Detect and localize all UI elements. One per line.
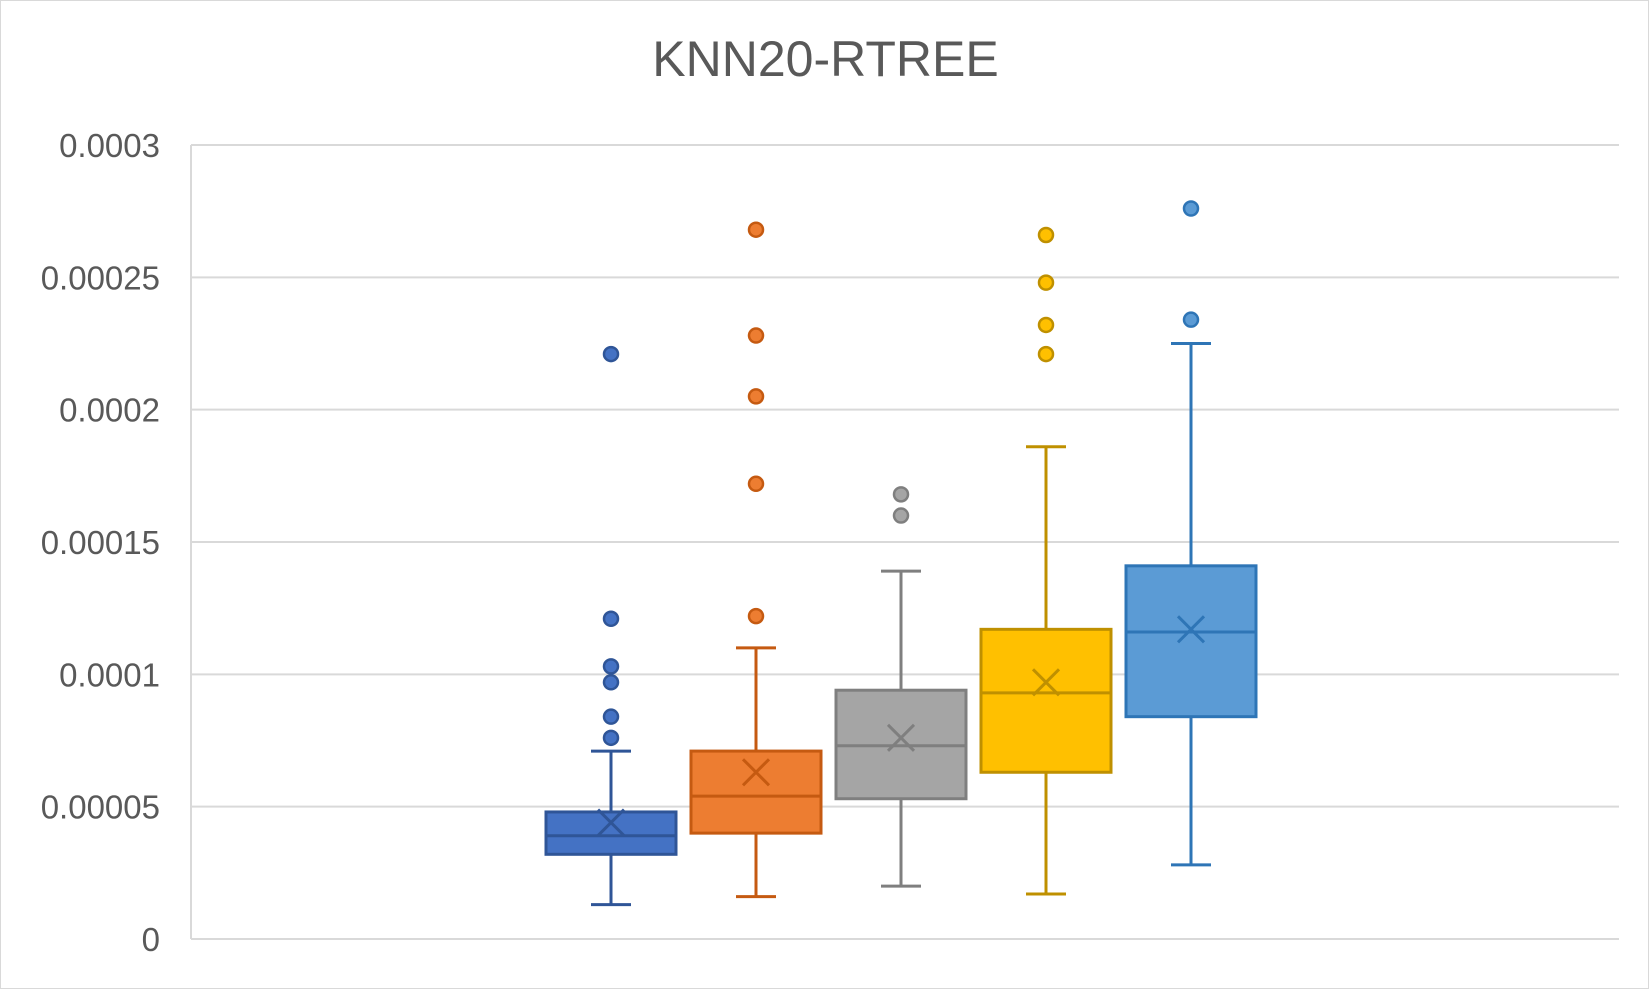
y-tick-label: 0.00005 <box>41 789 160 826</box>
mean-marker <box>1031 668 1061 697</box>
outlier-point <box>1182 200 1200 217</box>
outlier-point <box>892 507 910 524</box>
y-tick-label: 0.00025 <box>41 259 160 296</box>
outlier-point <box>747 327 765 344</box>
mean-marker <box>596 808 626 837</box>
outlier-point <box>892 486 910 503</box>
outlier-point <box>602 674 620 691</box>
outlier-point <box>747 388 765 405</box>
box-series-4 <box>979 226 1113 896</box>
outlier-point <box>1037 274 1055 291</box>
outlier-point <box>747 607 765 625</box>
mean-marker <box>886 723 916 752</box>
box-series-2 <box>689 221 823 899</box>
outlier-point <box>602 708 620 725</box>
y-tick-label: 0.00015 <box>41 524 160 561</box>
iqr-box <box>544 810 678 856</box>
y-tick-label: 0.0001 <box>59 656 160 693</box>
outlier-point <box>602 729 620 747</box>
chart-title: KNN20-RTREE <box>652 31 999 87</box>
outlier-point <box>747 221 765 238</box>
y-tick-label: 0.0002 <box>59 392 160 429</box>
mean-marker <box>1176 615 1206 644</box>
iqr-box <box>1124 564 1258 719</box>
outlier-point <box>602 610 620 628</box>
box-series-3 <box>834 486 968 888</box>
outlier-point <box>1037 226 1055 244</box>
y-axis-tick-labels: 0 0.00005 0.0001 0.00015 0.0002 0.00025 0.0003 <box>41 127 160 958</box>
outlier-point <box>1037 345 1055 363</box>
y-tick-label: 0.0003 <box>59 127 160 164</box>
outlier-point <box>747 475 765 493</box>
box-series <box>544 200 1258 907</box>
mean-marker <box>741 758 771 787</box>
iqr-box <box>979 627 1113 774</box>
y-tick-label: 0 <box>142 921 160 958</box>
outlier-point <box>602 658 620 675</box>
outlier-point <box>1182 311 1200 328</box>
outlier-point <box>602 345 620 363</box>
box-series-1 <box>544 345 678 907</box>
outlier-point <box>1037 316 1055 334</box>
box-series-5 <box>1124 200 1258 867</box>
iqr-box <box>689 749 823 835</box>
gridlines <box>190 144 1619 940</box>
